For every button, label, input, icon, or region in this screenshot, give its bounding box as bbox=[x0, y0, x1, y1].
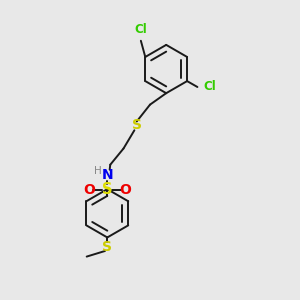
Text: O: O bbox=[120, 183, 131, 197]
Text: H: H bbox=[94, 167, 102, 176]
Text: S: S bbox=[102, 182, 112, 197]
Text: O: O bbox=[83, 183, 95, 197]
Text: Cl: Cl bbox=[134, 23, 147, 36]
Text: N: N bbox=[101, 168, 113, 182]
Text: S: S bbox=[132, 118, 142, 132]
Text: Cl: Cl bbox=[203, 80, 216, 93]
Text: S: S bbox=[102, 240, 112, 254]
